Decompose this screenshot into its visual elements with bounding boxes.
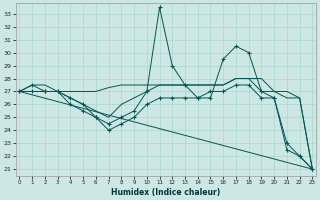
X-axis label: Humidex (Indice chaleur): Humidex (Indice chaleur)	[111, 188, 220, 197]
